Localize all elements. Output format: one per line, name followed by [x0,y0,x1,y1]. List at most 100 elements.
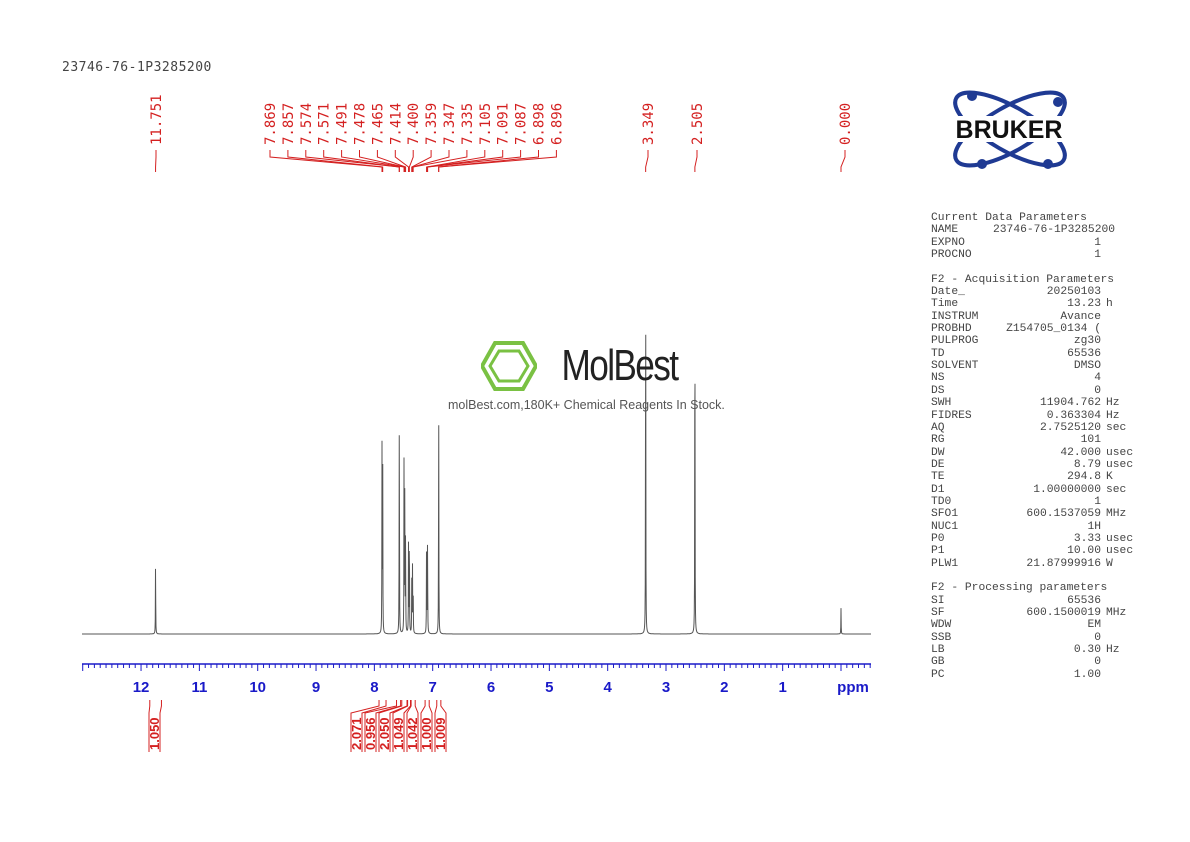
parameter-row: SWH 11904.762 Hz [931,397,1133,409]
parameter-name: NS [931,372,945,385]
parameter-row: GB 0 [931,656,1133,668]
integral-value: 1.042 [405,717,420,750]
parameter-section-header: Current Data Parameters [931,212,1087,224]
parameter-name: SOLVENT [931,360,979,373]
x-tick-label: 6 [487,679,495,696]
parameter-name: PLW1 [931,557,959,570]
parameter-row: TD 65536 [931,348,1133,360]
x-tick-label: 9 [312,679,320,696]
integral-value: 2.071 [349,717,364,750]
peak-label-leader [840,150,846,172]
peak-label: 7.347 [442,103,458,145]
parameter-name: PROBHD [931,323,972,336]
parameter-name: LB [931,644,945,657]
peak-label-leader [376,150,407,172]
x-tick-label: 1 [778,679,786,696]
parameter-unit: sec [1106,421,1127,434]
parameter-row: NUC1 1H [931,521,1133,533]
parameter-value: 1.00000000 [1033,483,1101,496]
peak-label-leader [359,150,406,172]
parameter-unit [1101,249,1106,261]
parameter-name: SFO1 [931,508,959,521]
peak-label-leader [394,150,410,172]
parameter-unit: usec [1106,545,1134,558]
parameter-value: 42.000 [1060,446,1101,459]
parameter-unit: W [1106,557,1113,570]
parameter-section: F2 - Acquisition Parameters Date_ 20250103… [931,274,1133,570]
integral-bracket [392,700,412,752]
x-tick-label: 11 [191,679,207,696]
parameter-row: PROCNO 1 [931,249,1133,261]
parameter-unit: usec [1106,458,1134,471]
parameter-unit [1101,619,1106,631]
parameter-row: PROBHD Z154705_0134 ( [931,323,1133,335]
parameter-row: D1 1.00000000 sec [931,484,1133,496]
peak-label: 7.857 [281,103,297,145]
parameter-row: DE 8.79 usec [931,459,1133,471]
peak-label: 6.896 [549,103,565,145]
x-tick-label: 5 [545,679,553,696]
peak-label: 11.751 [149,94,165,145]
parameter-name: PC [931,668,945,681]
x-tick-label: 2 [720,679,728,696]
parameter-unit [1101,496,1106,508]
parameter-name: AQ [931,421,945,434]
parameter-row: AQ 2.7525120 sec [931,422,1133,434]
x-tick-label: 8 [370,679,378,696]
parameter-name: TD [931,347,945,360]
parameter-unit [1101,385,1106,397]
parameter-row: TD0 1 [931,496,1133,508]
parameter-name: DE [931,458,945,471]
parameter-section-header: F2 - Acquisition Parameters [931,273,1115,286]
parameter-name: P0 [931,532,945,545]
parameter-name: GB [931,656,945,669]
parameter-row: LB 0.30 Hz [931,644,1133,656]
integral-bracket [434,700,447,752]
peak-label-leader [408,150,414,172]
parameter-value: 0.30 [1073,644,1101,657]
x-axis-label: ppm [837,679,869,696]
parameter-unit: h [1106,298,1113,311]
parameter-unit: Hz [1106,409,1120,422]
peak-label-leader [323,150,400,172]
x-tick-label: 12 [133,679,150,696]
parameter-value: 20250103 [1046,286,1101,299]
parameter-unit: K [1106,471,1113,484]
parameter-unit [1101,323,1106,335]
x-tick-label: 10 [249,679,266,696]
parameter-unit: usec [1106,446,1134,459]
peak-label-leader [438,150,539,172]
parameter-value: 0 [1094,656,1101,669]
parameter-value: 600.1537059 [1026,508,1101,521]
parameter-name: EXPNO [931,236,965,249]
x-tick-label: 7 [429,679,437,696]
parameter-value: 600.1500019 [1026,607,1101,619]
parameter-name: SSB [931,631,952,644]
parameter-value: 1H [1087,520,1101,533]
parameter-name: Time [931,298,959,311]
peak-label-leader [438,150,557,172]
parameter-row: P0 3.33 usec [931,533,1133,545]
spectrum-line [82,334,871,635]
benzene-icon [479,341,539,391]
integral-bracket [420,700,433,752]
parameter-unit [1101,224,1106,236]
parameter-row: NAME 23746-76-1P3285200 [931,224,1133,236]
parameter-unit: MHz [1106,607,1127,619]
parameter-unit [1101,335,1106,347]
parameter-value: 1 [1094,249,1101,262]
parameter-value: 10.00 [1067,545,1101,558]
integral-bracket [364,700,402,752]
parameter-name: PULPROG [931,335,979,348]
peak-label: 7.465 [370,103,386,145]
parameter-value: 101 [1080,434,1101,447]
parameter-value: 2.7525120 [1039,421,1101,434]
parameter-row: FIDRES 0.363304 Hz [931,410,1133,422]
parameter-row: SSB 0 [931,632,1133,644]
parameter-value: 65536 [1067,594,1101,607]
integral-bracket [406,700,419,752]
molbest-watermark: MolBest molBest.com,180K+ Chemical Reage… [448,340,725,412]
parameter-value: Avance [1060,310,1101,323]
parameter-name: PROCNO [931,249,972,262]
